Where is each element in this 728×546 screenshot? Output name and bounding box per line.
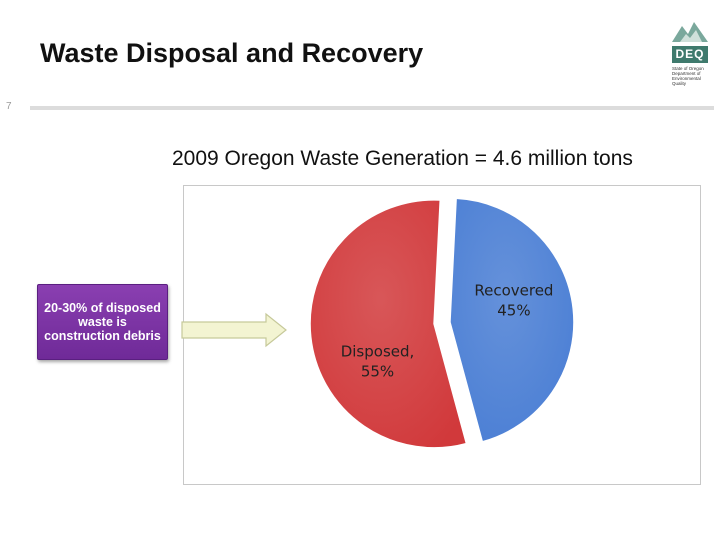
slice-value-label: 45% — [497, 302, 530, 320]
title-divider — [30, 106, 714, 110]
pie-chart: Recovered 45% Disposed, 55% — [309, 197, 575, 449]
pie-slice-disposed — [309, 199, 468, 449]
logo-wordmark: DEQ — [672, 46, 708, 63]
slice-value-label: 55% — [361, 362, 394, 380]
pie-slice-recovered — [449, 197, 575, 443]
chart-title: 2009 Oregon Waste Generation = 4.6 milli… — [172, 147, 633, 170]
logo-line: Environmental — [672, 76, 701, 81]
right-arrow-icon — [181, 312, 287, 348]
deq-logo — [672, 22, 708, 42]
logo-line: Quality — [672, 81, 687, 86]
logo-line: State of Oregon — [672, 66, 704, 71]
slice-label: Disposed, — [341, 342, 415, 360]
logo-line: Department of — [672, 71, 701, 76]
slide-title: Waste Disposal and Recovery — [40, 38, 424, 68]
callout-box: 20-30% of disposed waste is construction… — [37, 284, 168, 360]
slice-label: Recovered — [474, 282, 553, 300]
slide-number: 7 — [6, 101, 12, 112]
